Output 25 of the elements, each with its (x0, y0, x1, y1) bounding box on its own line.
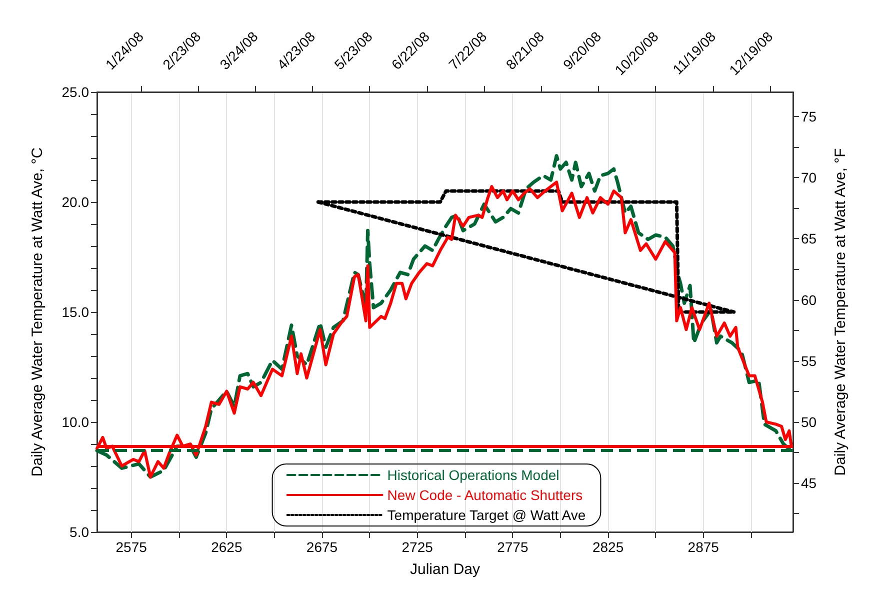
y-tick-label: 20.0 (62, 194, 90, 210)
x-axis-title: Julian Day (410, 561, 481, 578)
y-tick-label: 15.0 (62, 304, 90, 320)
x-tick-label: 2825 (592, 539, 624, 555)
x-tick-label: 2775 (497, 539, 528, 555)
y-tick-label: 10.0 (62, 414, 90, 430)
text: Historical Operations Model (387, 467, 560, 483)
y2-tick-label: 50 (801, 414, 817, 430)
x-tick-label: 2625 (211, 539, 242, 555)
y-tick-label: 25.0 (62, 84, 90, 100)
x-tick-label: 2575 (116, 539, 148, 555)
y2-tick-label: 75 (801, 108, 817, 124)
x-tick-label: 2875 (688, 539, 720, 555)
y2-tick-label: 45 (801, 475, 817, 492)
y2-tick-label: 55 (801, 352, 817, 369)
x-tick-label: 2675 (306, 539, 338, 555)
y-tick-label: 5.0 (70, 524, 90, 540)
y2-tick-label: 70 (801, 170, 817, 186)
y2-tick-label: 60 (801, 292, 817, 308)
y2-axis-title: Daily Average Water Temperature at Watt Ave, °F (832, 148, 849, 476)
y-axis-title: Daily Average Water Temperature at Watt Ave, °C (29, 147, 46, 477)
text: New Code - Automatic Shutters (387, 487, 583, 503)
x-tick-label: 2725 (402, 539, 434, 555)
y2-tick-label: 65 (801, 230, 817, 247)
text: Temperature Target @ Watt Ave (387, 507, 586, 523)
